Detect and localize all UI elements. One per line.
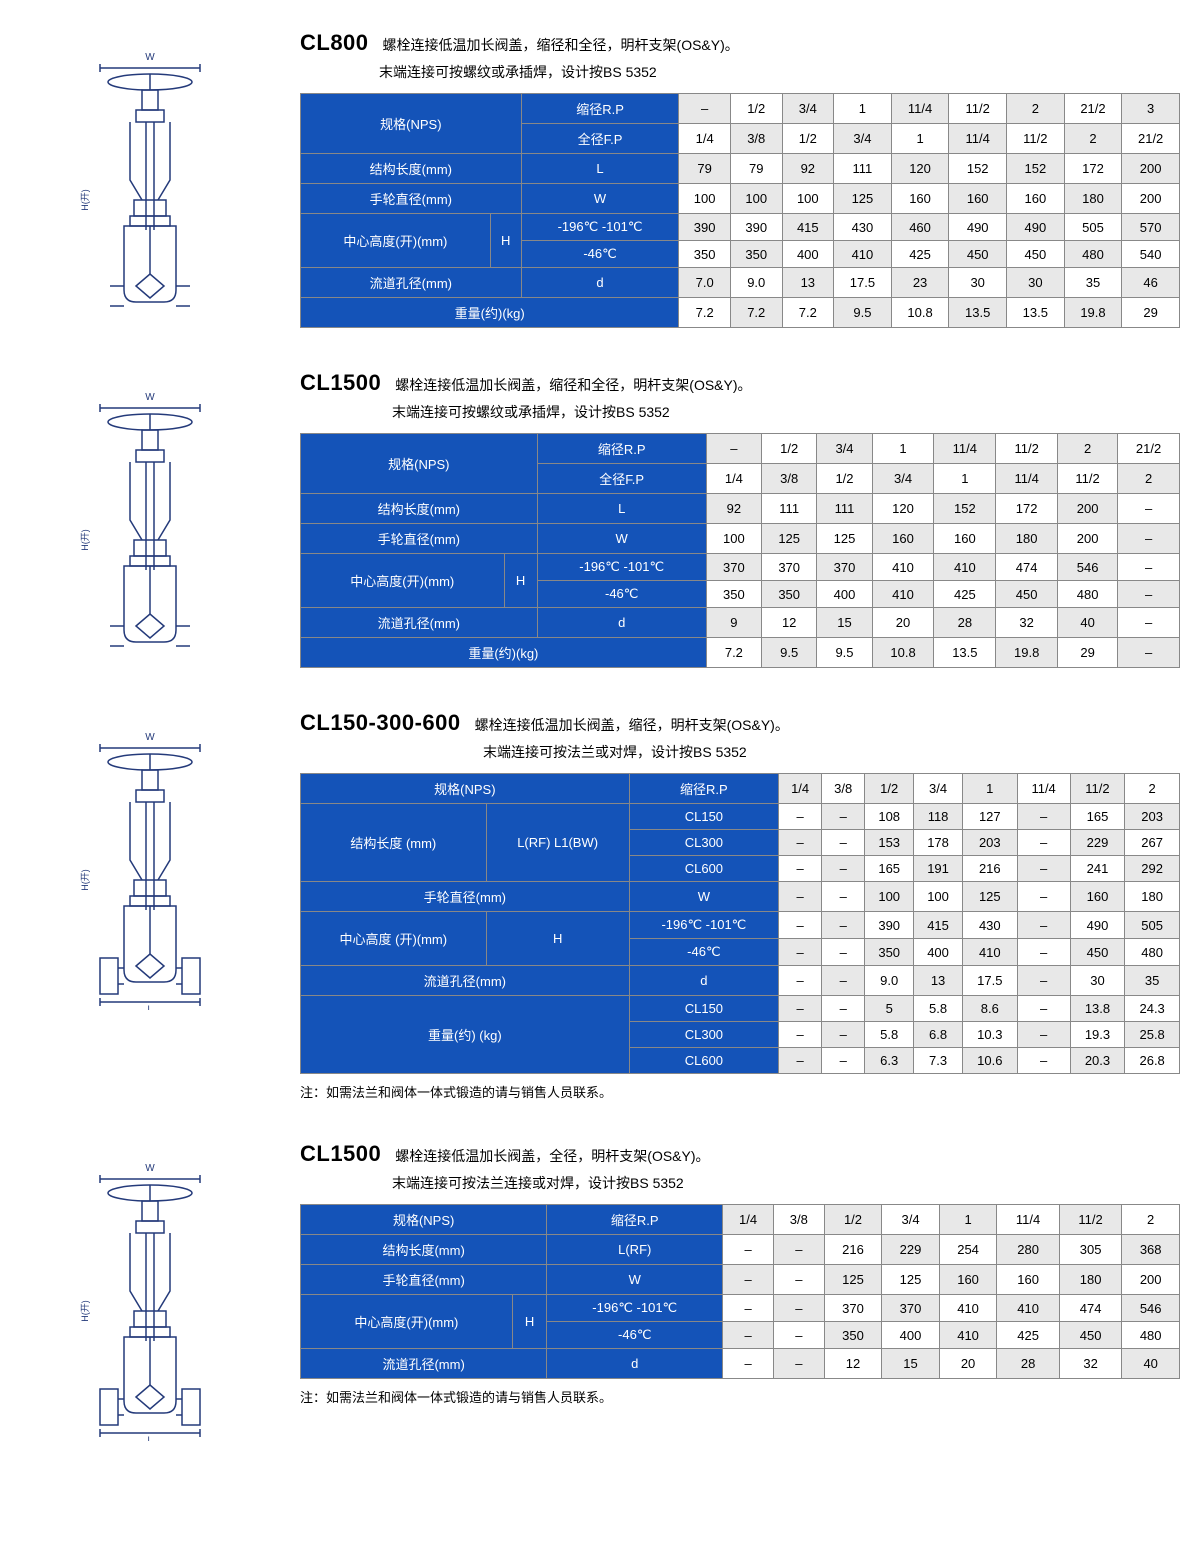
- section-desc1: 螺栓连接低温加长阀盖，缩径和全径，明杆支架(OS&Y)。: [383, 35, 739, 56]
- diagram-2: W L H(开): [20, 710, 280, 1010]
- section-code: CL150-300-600: [300, 710, 461, 736]
- spec-table: 规格(NPS)缩径R.P–1/23/4111/411/2221/2全径F.P1/…: [300, 433, 1180, 668]
- content-0: CL800 螺栓连接低温加长阀盖，缩径和全径，明杆支架(OS&Y)。 末端连接可…: [300, 30, 1180, 328]
- valve-diagram-svg: W L H(开): [80, 730, 220, 1010]
- svg-text:W: W: [145, 1163, 155, 1174]
- section-desc1: 螺栓连接低温加长阀盖，缩径，明杆支架(OS&Y)。: [475, 715, 789, 736]
- valve-diagram-svg: W H(开): [80, 390, 220, 670]
- footnote: 注：如需法兰和阀体一体式锻造的请与销售人员联系。: [300, 1082, 1180, 1101]
- section-desc2: 末端连接可按螺纹或承插焊，设计按BS 5352: [379, 62, 1180, 83]
- content-1: CL1500 螺栓连接低温加长阀盖，缩径和全径，明杆支架(OS&Y)。 末端连接…: [300, 370, 1180, 668]
- section-1: W H(开) CL1500 螺栓连接低温加长阀盖，缩径和全径，明杆支架: [20, 370, 1180, 670]
- svg-text:W: W: [145, 52, 155, 63]
- diagram-0: W H(开): [20, 30, 280, 330]
- valve-diagram-svg: W H(开): [80, 50, 220, 330]
- section-code: CL1500: [300, 370, 381, 396]
- content-2: CL150-300-600 螺栓连接低温加长阀盖，缩径，明杆支架(OS&Y)。 …: [300, 710, 1180, 1101]
- svg-text:H(开): H(开): [80, 869, 90, 891]
- footnote: 注：如需法兰和阀体一体式锻造的请与销售人员联系。: [300, 1387, 1180, 1406]
- content-3: CL1500 螺栓连接低温加长阀盖，全径，明杆支架(OS&Y)。 末端连接可按法…: [300, 1141, 1180, 1406]
- section-0: W H(开) CL800 螺栓连接低温加长阀盖，缩径和全径，明杆支架(: [20, 30, 1180, 330]
- svg-text:L: L: [147, 1004, 152, 1010]
- svg-text:H(开): H(开): [80, 529, 90, 551]
- valve-diagram-svg: W L H(开): [80, 1161, 220, 1441]
- svg-text:H(开): H(开): [80, 189, 90, 211]
- section-desc2: 末端连接可按法兰或对焊，设计按BS 5352: [483, 742, 1180, 763]
- section-desc1: 螺栓连接低温加长阀盖，缩径和全径，明杆支架(OS&Y)。: [395, 375, 751, 396]
- svg-text:L: L: [147, 1435, 152, 1441]
- spec-table: 规格(NPS)缩径R.P–1/23/4111/411/2221/23全径F.P1…: [300, 93, 1180, 328]
- section-3: W L H(开) CL1500 螺栓连接低温加长阀盖: [20, 1141, 1180, 1441]
- spec-table: 规格(NPS)缩径R.P1/43/81/23/4111/411/22结构长度 (…: [300, 773, 1180, 1074]
- section-desc1: 螺栓连接低温加长阀盖，全径，明杆支架(OS&Y)。: [395, 1146, 709, 1167]
- section-code: CL800: [300, 30, 369, 56]
- section-2: W L H(开) CL150-300-600 螺栓连: [20, 710, 1180, 1101]
- spec-table: 规格(NPS)缩径R.P1/43/81/23/4111/411/22结构长度(m…: [300, 1204, 1180, 1379]
- diagram-1: W H(开): [20, 370, 280, 670]
- diagram-3: W L H(开): [20, 1141, 280, 1441]
- section-desc2: 末端连接可按螺纹或承插焊，设计按BS 5352: [392, 402, 1180, 423]
- svg-text:W: W: [145, 732, 155, 743]
- svg-text:H(开): H(开): [80, 1300, 90, 1322]
- svg-text:W: W: [145, 392, 155, 403]
- section-code: CL1500: [300, 1141, 381, 1167]
- section-desc2: 末端连接可按法兰连接或对焊，设计按BS 5352: [392, 1173, 1180, 1194]
